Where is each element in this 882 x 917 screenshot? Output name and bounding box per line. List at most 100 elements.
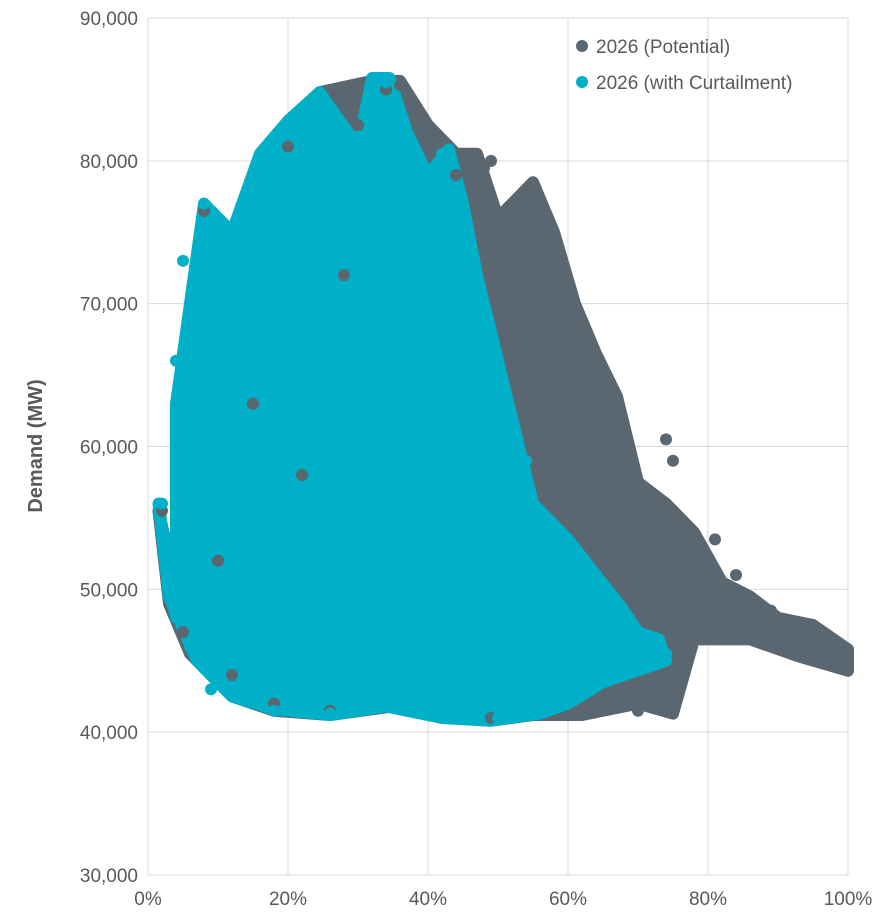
curtailment-point [548,526,560,539]
curtailment-point [492,711,504,724]
potential-point [807,619,819,632]
potential-point [394,79,406,92]
potential-point [800,640,812,653]
potential-point [744,597,756,610]
legend: 2026 (Potential) 2026 (with Curtailment) [576,37,792,94]
x-tick-label: 40% [409,889,447,910]
y-tick-label: 80,000 [80,152,138,173]
potential-point [464,147,476,160]
potential-point [604,404,616,417]
x-tick-label: 60% [549,889,587,910]
curtailment-point [324,707,336,720]
potential-point [177,626,189,639]
curtailment-point [156,497,168,510]
curtailment-point [380,76,392,89]
y-tick-label: 60,000 [80,438,138,459]
curtailment-point [338,183,350,196]
potential-point [765,604,777,617]
potential-point [597,419,609,432]
curtailment-point [660,647,672,660]
potential-point [513,269,525,282]
x-tick-label: 0% [134,889,162,910]
potential-point [247,397,259,410]
potential-point [653,547,665,560]
potential-point [632,490,644,503]
x-tick-label: 100% [824,889,873,910]
potential-point [548,233,560,246]
curtailment-point [632,640,644,653]
curtailment-point [604,590,616,603]
potential-point [660,433,672,446]
potential-point [737,611,749,624]
potential-point [723,619,735,632]
potential-point [282,140,294,153]
y-axis-ticks: 30,000 40,000 50,000 60,000 70,000 80,000 90,0… [80,9,138,887]
curtailment-point-cloud [152,71,672,727]
potential-point [758,619,770,632]
curtailment-point [184,640,196,653]
potential-point [408,97,420,110]
potential-point [506,204,518,217]
y-tick-label: 90,000 [80,9,138,30]
curtailment-point [254,154,266,167]
potential-point [709,533,721,546]
potential-point [576,333,588,346]
curtailment-point [191,440,203,453]
potential-point [842,659,854,672]
curtailment-point [296,111,308,124]
legend-label-potential: 2026 (Potential) [596,37,730,58]
potential-point [604,690,616,703]
y-tick-label: 30,000 [80,866,138,887]
potential-point [779,619,791,632]
potential-point [695,576,707,589]
curtailment-point [212,311,224,324]
curtailment-point [226,240,238,253]
curtailment-point [422,204,434,217]
curtailment-point [163,554,175,567]
curtailment-point [590,576,602,589]
potential-point [716,597,728,610]
potential-point [702,604,714,617]
potential-point [541,276,553,289]
y-tick-label: 70,000 [80,295,138,316]
potential-point [667,454,679,467]
potential-point [450,169,462,182]
curtailment-point [562,540,574,553]
x-tick-label: 20% [269,889,307,910]
curtailment-point [534,704,546,717]
potential-point [527,183,539,196]
potential-point [562,283,574,296]
curtailment-point [646,654,658,667]
legend-label-curtailment: 2026 (with Curtailment) [596,73,792,94]
potential-point [576,704,588,717]
curtailment-point [352,154,364,167]
potential-point [534,226,546,239]
curtailment-point [268,704,280,717]
y-axis-title: Demand (MW) [25,379,47,512]
potential-point [555,340,567,353]
curtailment-point [366,76,378,89]
curtailment-point [436,147,448,160]
curtailment-point [464,269,476,282]
curtailment-point [478,326,490,339]
curtailment-point [177,254,189,267]
legend-marker-potential [576,40,588,52]
potential-point [352,119,364,132]
x-tick-label: 80% [689,889,727,910]
curtailment-point [408,169,420,182]
potential-point [786,633,798,646]
point-cloud [152,71,854,727]
curtailment-point [576,554,588,567]
y-tick-label: 50,000 [80,580,138,601]
potential-point [625,504,637,517]
potential-point [226,669,238,682]
data-points [156,76,854,724]
potential-point [646,511,658,524]
potential-point [611,469,623,482]
curtailment-point [240,204,252,217]
potential-point [681,569,693,582]
curtailment-point [310,90,322,103]
potential-point [296,469,308,482]
potential-point [632,704,644,717]
